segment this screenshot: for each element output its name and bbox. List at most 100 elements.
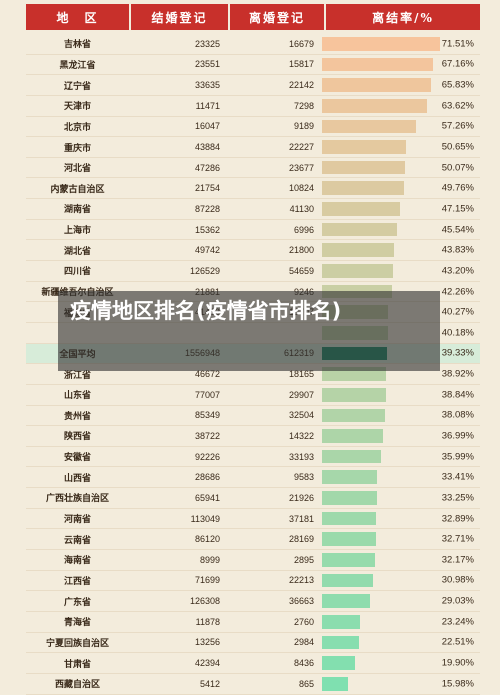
table-row: 内蒙古自治区 21754 10824 49.76% xyxy=(26,178,480,200)
cell-region: 宁夏回族自治区 xyxy=(45,638,109,649)
rate-bar xyxy=(322,491,377,505)
cell-divorce: 8436 xyxy=(293,658,314,669)
cell-rate: 57.26% xyxy=(320,117,478,137)
cell-rate: 35.99% xyxy=(320,447,478,467)
rate-label: 32.71% xyxy=(441,533,474,545)
cell-region: 山西省 xyxy=(63,473,91,484)
cell-divorce: 10824 xyxy=(288,183,314,194)
rate-bar xyxy=(322,408,385,423)
rate-label: 30.98% xyxy=(441,574,474,586)
cell-divorce: 2984 xyxy=(293,637,314,648)
rate-bar xyxy=(322,594,370,608)
cell-divorce: 14322 xyxy=(288,430,314,441)
caption-overlay xyxy=(58,291,440,371)
cell-marriage: 126529 xyxy=(189,265,220,276)
rate-label: 33.41% xyxy=(441,471,474,483)
cell-rate: 71.51% xyxy=(320,34,478,54)
cell-divorce: 54659 xyxy=(288,265,314,276)
cell-marriage: 113049 xyxy=(190,513,220,524)
rate-label: 47.15% xyxy=(441,203,474,215)
table-row: 青海省 11878 2760 23.24% xyxy=(26,612,480,633)
cell-region: 广东省 xyxy=(63,597,91,608)
rate-bar xyxy=(322,98,427,113)
rate-label: 43.83% xyxy=(441,244,474,256)
table-row: 江西省 71699 22213 30.98% xyxy=(26,571,480,592)
cell-marriage: 77007 xyxy=(194,389,220,400)
cell-rate: 43.83% xyxy=(320,240,478,260)
cell-divorce: 6996 xyxy=(293,224,314,235)
rate-label: 36.99% xyxy=(441,430,474,442)
rate-label: 19.90% xyxy=(441,657,474,669)
rate-label: 45.54% xyxy=(441,224,474,236)
cell-region: 湖南省 xyxy=(63,205,91,216)
cell-rate: 67.16% xyxy=(320,55,478,75)
cell-rate: 47.15% xyxy=(320,199,478,219)
cell-divorce: 23677 xyxy=(288,162,314,173)
rate-label: 42.26% xyxy=(441,286,474,297)
table-row: 四川省 126529 54659 43.20% xyxy=(26,261,480,282)
rate-label: 71.51% xyxy=(441,38,474,50)
cell-region: 天津市 xyxy=(63,102,91,113)
cell-rate: 63.62% xyxy=(320,96,478,116)
cell-rate: 32.17% xyxy=(320,550,478,570)
rate-bar xyxy=(322,222,397,237)
cell-region: 重庆市 xyxy=(63,143,91,154)
rate-label: 35.99% xyxy=(441,451,474,463)
cell-marriage: 71699 xyxy=(194,575,220,586)
rate-bar xyxy=(322,140,406,154)
rate-label: 32.17% xyxy=(441,554,474,566)
cell-region: 浙江省 xyxy=(63,370,91,381)
rate-label: 57.26% xyxy=(441,120,474,132)
rate-bar xyxy=(322,449,381,464)
cell-marriage: 65941 xyxy=(194,492,220,503)
cell-marriage: 23325 xyxy=(194,38,220,49)
table-row: 广东省 126308 36663 29.03% xyxy=(26,591,480,612)
rate-bar xyxy=(322,532,376,547)
cell-rate: 65.83% xyxy=(320,75,478,95)
cell-marriage: 23551 xyxy=(194,59,220,70)
table-row: 广西壮族自治区 65941 21926 33.25% xyxy=(26,488,480,509)
cell-marriage: 86120 xyxy=(194,534,220,545)
cell-divorce: 22142 xyxy=(288,80,314,91)
table-row: 黑龙江省 23551 15817 67.16% xyxy=(26,55,480,76)
cell-rate: 38.84% xyxy=(320,385,478,405)
cell-divorce: 32504 xyxy=(288,410,314,421)
cell-region: 黑龙江省 xyxy=(59,60,96,71)
rate-label: 39.33% xyxy=(441,347,474,359)
rate-bar xyxy=(322,656,355,670)
cell-divorce: 2760 xyxy=(293,616,314,627)
cell-marriage: 28686 xyxy=(194,472,220,483)
rate-bar xyxy=(322,573,373,588)
cell-region: 安徽省 xyxy=(63,453,91,464)
cell-marriage: 38722 xyxy=(194,430,220,441)
cell-marriage: 11471 xyxy=(195,100,220,111)
cell-divorce: 865 xyxy=(298,678,314,689)
cell-rate: 22.51% xyxy=(320,633,478,653)
table-row: 上海市 15362 6996 45.54% xyxy=(26,220,480,241)
rate-bar xyxy=(322,429,383,443)
cell-marriage: 47286 xyxy=(194,162,220,173)
cell-marriage: 11878 xyxy=(195,616,220,627)
cell-rate: 33.41% xyxy=(320,467,478,487)
rate-label: 49.76% xyxy=(441,182,474,194)
rate-label: 50.07% xyxy=(441,162,474,174)
cell-divorce: 9583 xyxy=(293,472,314,483)
cell-divorce: 37181 xyxy=(288,513,314,524)
cell-region: 青海省 xyxy=(63,618,91,629)
cell-divorce: 41130 xyxy=(289,203,314,214)
cell-rate: 50.65% xyxy=(320,137,478,157)
rate-label: 22.51% xyxy=(441,636,474,648)
cell-rate: 30.98% xyxy=(320,571,478,591)
cell-marriage: 87228 xyxy=(194,203,220,214)
rate-bar xyxy=(322,37,440,51)
table-header: 地 区 结婚登记 离婚登记 离结率/% xyxy=(26,4,480,30)
cell-region: 北京市 xyxy=(63,122,91,133)
cell-marriage: 21754 xyxy=(194,183,220,194)
rate-label: 33.25% xyxy=(441,492,474,504)
cell-rate: 50.07% xyxy=(320,158,478,178)
cell-region: 河南省 xyxy=(63,515,91,526)
rate-label: 63.62% xyxy=(441,100,474,112)
rate-bar xyxy=(322,160,405,175)
cell-region: 内蒙古自治区 xyxy=(50,184,105,195)
cell-marriage: 5412 xyxy=(199,678,220,689)
